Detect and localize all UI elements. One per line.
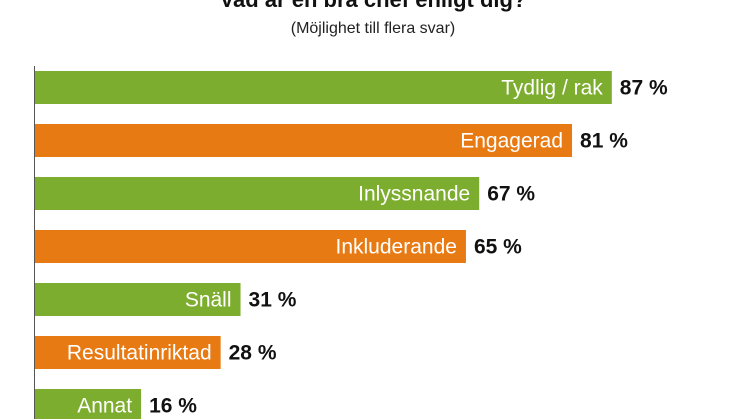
category-label-snall: Snäll [185, 289, 232, 312]
value-label-inkluderande: 65 % [474, 236, 522, 259]
value-label-snall: 31 % [249, 289, 297, 312]
bar-snall [35, 283, 241, 316]
bar-inlyssnande [35, 177, 480, 210]
bar-engagerad [35, 124, 573, 157]
value-label-tydlig-rak: 87 % [620, 77, 668, 100]
value-label-resultatinriktad: 28 % [229, 342, 277, 365]
bar-resultatinriktad [35, 336, 221, 369]
category-label-tydlig-rak: Tydlig / rak [501, 77, 603, 100]
bar-inkluderande [35, 230, 466, 263]
value-label-engagerad: 81 % [580, 130, 628, 153]
category-label-resultatinriktad: Resultatinriktad [67, 342, 212, 365]
value-label-inlyssnande: 67 % [487, 183, 535, 206]
bar-tydlig-rak [35, 71, 612, 104]
bar-annat [35, 389, 142, 419]
category-label-annat: Annat [77, 395, 132, 418]
category-label-engagerad: Engagerad [460, 130, 563, 153]
chart-title: Vad är en bra chef enligt dig? [0, 0, 746, 13]
chart-subtitle: (Möjlighet till flera svar) [290, 20, 456, 37]
category-label-inkluderande: Inkluderande [336, 236, 457, 259]
value-label-annat: 16 % [149, 395, 197, 418]
category-label-inlyssnande: Inlyssnande [358, 183, 470, 206]
